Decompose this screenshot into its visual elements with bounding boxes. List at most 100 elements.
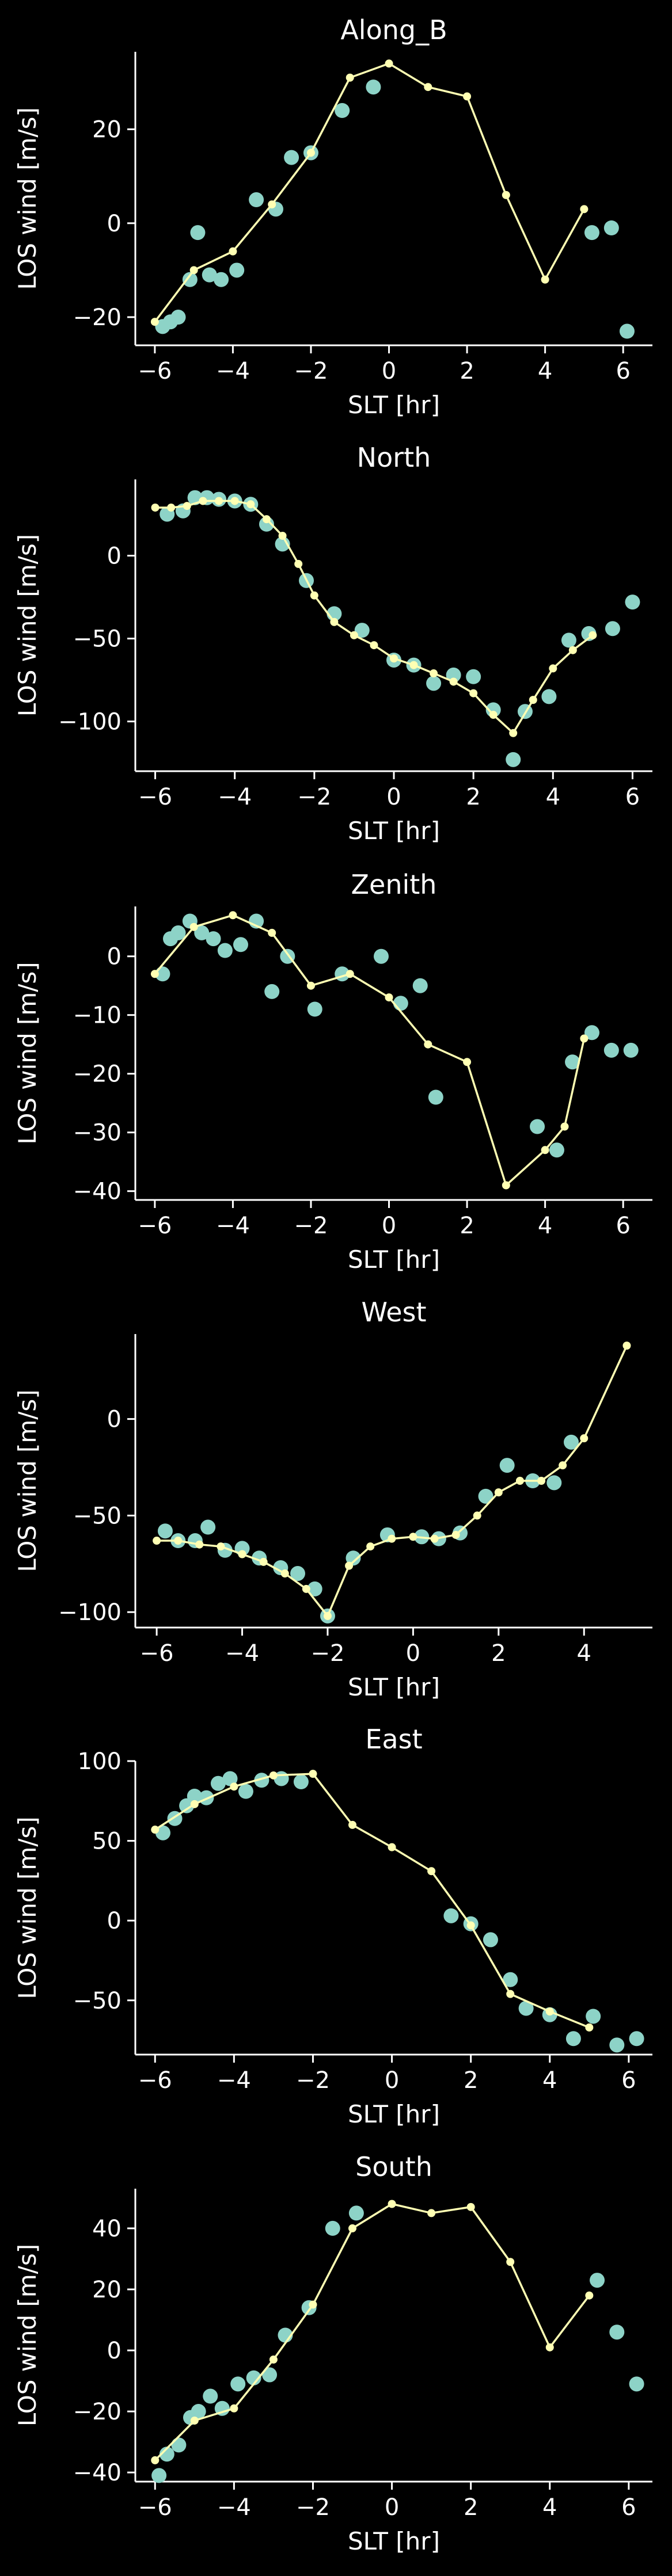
line-marker xyxy=(541,275,549,284)
scatter-point xyxy=(623,1042,639,1058)
line-marker xyxy=(506,2258,515,2266)
scatter-point xyxy=(503,1972,518,1987)
scatter-point xyxy=(605,621,620,637)
line-marker xyxy=(167,503,176,512)
x-tick-label: −2 xyxy=(294,358,328,384)
line-marker xyxy=(388,1534,396,1543)
line-marker xyxy=(560,1122,569,1131)
scatter-point xyxy=(293,1774,309,1790)
y-tick-label: −40 xyxy=(73,2460,122,2486)
line-marker xyxy=(269,1771,278,1779)
line-marker xyxy=(238,1550,246,1558)
scatter-point xyxy=(426,676,442,691)
line-marker xyxy=(541,1146,549,1154)
line-marker xyxy=(345,1561,354,1570)
y-axis-label: LOS wind [m/s] xyxy=(13,2244,41,2426)
scatter-point xyxy=(546,1475,562,1491)
line-marker xyxy=(424,1040,432,1049)
line-marker xyxy=(195,1540,204,1549)
chart-title: East xyxy=(365,1724,422,1755)
line-marker xyxy=(463,1058,472,1066)
scatter-point xyxy=(603,220,619,235)
scatter-point xyxy=(214,272,229,287)
scatter-point xyxy=(155,1825,170,1840)
y-axis-label: LOS wind [m/s] xyxy=(13,107,41,289)
x-axis-label: SLT [hr] xyxy=(348,391,440,419)
y-tick-label: 0 xyxy=(107,1908,122,1934)
x-tick-label: 0 xyxy=(385,2067,399,2094)
y-tick-label: −20 xyxy=(73,1061,122,1088)
scatter-point xyxy=(284,150,299,165)
scatter-point xyxy=(203,2388,218,2404)
x-tick-label: 6 xyxy=(621,2494,636,2521)
x-tick-label: −6 xyxy=(138,358,172,384)
x-tick-label: 4 xyxy=(542,2494,557,2521)
line-marker xyxy=(229,911,237,920)
line-marker xyxy=(268,928,276,937)
scatter-point xyxy=(586,2009,601,2024)
x-axis-label: SLT [hr] xyxy=(348,1673,440,1701)
x-tick-label: 6 xyxy=(625,784,640,810)
line-marker xyxy=(466,1921,475,1930)
scatter-point xyxy=(483,1932,498,1948)
scatter-point xyxy=(466,669,481,684)
line-marker xyxy=(545,2343,554,2352)
scatter-point xyxy=(214,2400,230,2416)
scatter-point xyxy=(530,1119,545,1134)
line-marker xyxy=(309,1770,317,1778)
line-marker xyxy=(230,497,239,505)
scatter-point xyxy=(561,632,576,648)
line-marker xyxy=(346,970,354,978)
scatter-point xyxy=(393,996,408,1011)
line-marker xyxy=(580,1034,589,1043)
line-marker xyxy=(509,729,518,737)
line-marker xyxy=(568,646,577,654)
x-tick-label: −4 xyxy=(225,1640,259,1667)
x-tick-label: 0 xyxy=(406,1640,420,1667)
scatter-point xyxy=(194,925,210,940)
x-tick-label: 2 xyxy=(466,784,480,810)
y-tick-label: 40 xyxy=(92,2216,122,2242)
x-axis-label: SLT [hr] xyxy=(348,2527,440,2555)
line-marker xyxy=(183,502,191,510)
line-marker xyxy=(278,531,287,540)
line-marker xyxy=(190,1800,199,1808)
x-tick-label: −6 xyxy=(138,1213,172,1239)
chart-title: West xyxy=(361,1297,426,1328)
line-marker xyxy=(323,1611,332,1620)
line-marker xyxy=(151,1826,160,1834)
line-marker xyxy=(346,73,354,82)
scatter-point xyxy=(275,536,290,552)
scatter-point xyxy=(206,931,221,947)
line-marker xyxy=(150,970,159,978)
line-series xyxy=(154,62,585,323)
scatter-point xyxy=(262,2367,278,2383)
y-tick-label: 20 xyxy=(92,2277,122,2303)
x-tick-label: −4 xyxy=(216,358,250,384)
scatter-point xyxy=(290,1566,306,1582)
x-tick-label: −2 xyxy=(297,784,331,810)
scatter-point xyxy=(366,79,381,95)
chart-panel: North −6 −4 −2 0 2 4 6 −100 −50 0 SLT [hr] LOS wind … xyxy=(13,442,652,845)
scatter-point xyxy=(254,1773,269,1788)
line-marker xyxy=(502,1181,510,1190)
line-series xyxy=(154,1773,590,2029)
line-marker xyxy=(246,500,255,509)
x-tick-label: 2 xyxy=(464,2494,478,2521)
line-marker xyxy=(506,1990,515,1998)
line-marker xyxy=(190,2416,199,2425)
line-marker xyxy=(294,559,303,568)
x-tick-label: −4 xyxy=(218,784,252,810)
x-tick-label: −2 xyxy=(296,2494,330,2521)
line-marker xyxy=(473,1511,481,1520)
x-tick-label: 4 xyxy=(577,1640,591,1667)
x-tick-label: −6 xyxy=(138,2067,172,2094)
line-marker xyxy=(449,677,458,686)
line-marker xyxy=(229,247,237,256)
line-marker xyxy=(269,2355,278,2364)
x-tick-label: 4 xyxy=(538,1213,552,1239)
x-tick-label: 2 xyxy=(491,1640,506,1667)
scatter-point xyxy=(412,978,428,993)
x-tick-label: 4 xyxy=(546,784,560,810)
